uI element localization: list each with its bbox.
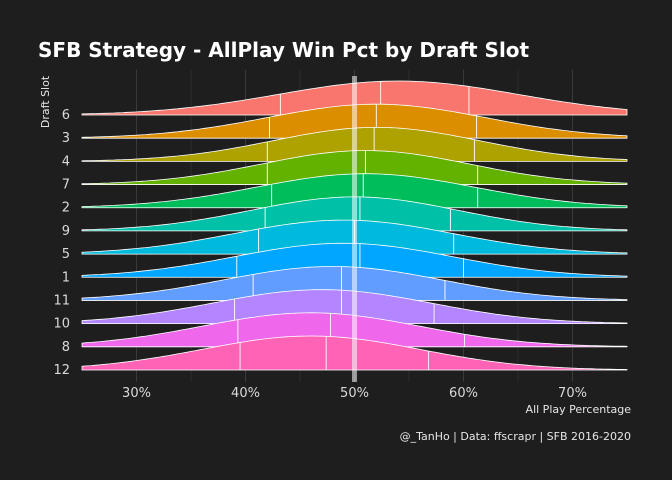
y-tick-label: 5: [62, 247, 70, 262]
x-tick-label: 60%: [449, 386, 478, 401]
y-tick-label: 7: [62, 178, 70, 193]
x-tick-labels: 30% 40% 50% 60% 70%: [122, 386, 587, 401]
y-tick-label: 3: [62, 131, 70, 146]
x-tick-label: 30%: [122, 386, 151, 401]
y-tick-label: 10: [53, 317, 70, 332]
x-tick-label: 40%: [231, 386, 260, 401]
x-axis-label: All Play Percentage: [526, 403, 632, 416]
x-tick-label: 70%: [558, 386, 587, 401]
y-tick-label: 4: [62, 154, 70, 169]
chart-caption: @_TanHo | Data: ffscrapr | SFB 2016-2020: [400, 430, 631, 443]
y-axis-label: Draft Slot: [39, 75, 52, 128]
y-tick-label: 1: [62, 270, 70, 285]
y-tick-label: 12: [53, 363, 70, 378]
y-tick-label: 6: [62, 108, 70, 123]
x-tick-label: 50%: [340, 386, 369, 401]
y-tick-label: 9: [62, 224, 70, 239]
y-tick-label: 8: [62, 340, 70, 355]
reference-line-50pct: [352, 76, 357, 382]
chart-title: SFB Strategy - AllPlay Win Pct by Draft …: [38, 38, 530, 62]
y-tick-label: 2: [62, 201, 70, 216]
y-tick-label: 11: [53, 293, 70, 308]
